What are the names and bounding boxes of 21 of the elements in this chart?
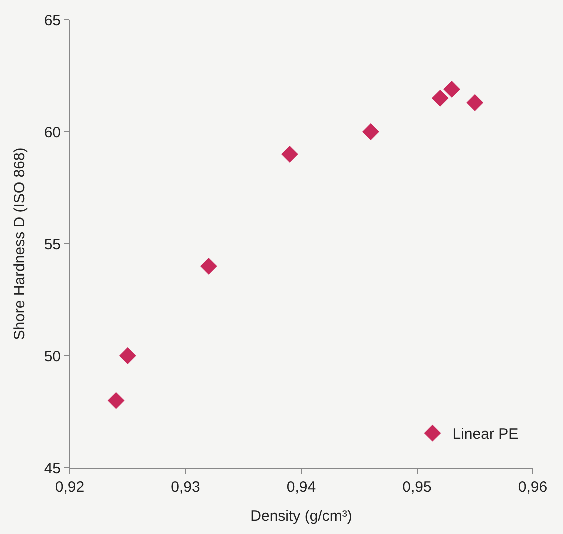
x-tick-label: 0,94 — [286, 479, 316, 496]
point — [281, 146, 298, 163]
x-tick-label: 0,96 — [518, 479, 548, 496]
point — [466, 94, 484, 112]
y-axis-title: Shore Hardness D (ISO 868) — [12, 148, 29, 340]
point — [119, 348, 136, 364]
x-tick-label: 0,95 — [402, 479, 432, 496]
y-tick-label: 45 — [44, 460, 61, 478]
x-axis-title: Density (g/cm³) — [250, 508, 352, 525]
point — [362, 124, 380, 140]
point — [108, 392, 125, 410]
point — [444, 80, 460, 98]
point — [432, 90, 449, 107]
y-tick-label: 50 — [44, 348, 61, 366]
x-tick-label: 0,93 — [171, 479, 200, 496]
x-tick-label: 0,92 — [55, 479, 85, 496]
point — [200, 258, 218, 275]
y-tick-label: 60 — [44, 124, 61, 142]
y-tick-label: 55 — [44, 236, 61, 254]
legend-label: Linear PE — [452, 426, 519, 444]
y-tick-label: 65 — [44, 12, 61, 30]
